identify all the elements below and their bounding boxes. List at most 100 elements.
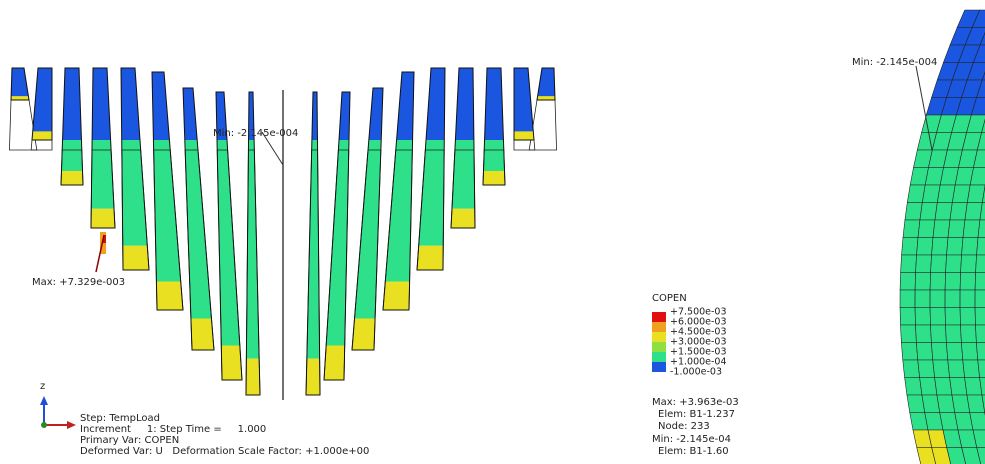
- mesh-view: [9, 9, 985, 464]
- element: [915, 254, 932, 273]
- wedge-outline: [536, 67, 556, 101]
- contour-band: [451, 208, 475, 228]
- right-min-label: Min: -2.145e-004: [852, 57, 937, 68]
- contour-band: [451, 140, 475, 209]
- wedge-outline: [10, 67, 30, 101]
- element: [959, 289, 976, 308]
- element: [970, 97, 985, 116]
- element: [929, 272, 946, 291]
- wedge-outline: [182, 87, 215, 351]
- element: [904, 377, 923, 396]
- element: [976, 237, 985, 256]
- contour-band: [246, 358, 260, 395]
- legend-level: -1.000e-03: [670, 367, 722, 378]
- element: [947, 359, 965, 378]
- element: [969, 412, 985, 431]
- element: [981, 394, 985, 413]
- element: [977, 359, 985, 378]
- element: [945, 324, 962, 343]
- element: [975, 254, 985, 273]
- element: [972, 429, 985, 448]
- contour-band: [121, 140, 148, 246]
- legend-level: +3.000e-03: [670, 337, 727, 348]
- contour-band: [62, 68, 82, 140]
- element: [929, 289, 946, 308]
- element: [899, 289, 916, 308]
- contour-band: [221, 345, 242, 380]
- element: [960, 324, 977, 343]
- element: [914, 289, 931, 308]
- element: [949, 377, 968, 396]
- contour-band: [455, 68, 474, 140]
- element: [946, 237, 964, 256]
- element: [959, 272, 976, 291]
- origin: [41, 422, 47, 428]
- contour-band: [246, 140, 260, 359]
- element: [930, 254, 947, 273]
- contour-band: [537, 68, 555, 100]
- element: [971, 9, 985, 28]
- wedge-outline: [120, 67, 150, 271]
- contour-band: [483, 140, 505, 171]
- element: [981, 118, 985, 133]
- element: [902, 359, 920, 378]
- element: [904, 202, 923, 221]
- element: [930, 324, 947, 343]
- contour-band: [32, 131, 52, 140]
- contour-band: [306, 140, 320, 359]
- legend-swatch: [652, 362, 666, 372]
- element: [914, 272, 931, 291]
- contour-band: [426, 68, 445, 140]
- right-min-leader: [915, 65, 933, 151]
- element: [976, 342, 985, 361]
- element: [981, 184, 985, 203]
- element: [917, 219, 936, 238]
- contour-band: [91, 140, 115, 209]
- legend-title: COPEN: [652, 293, 687, 304]
- element: [915, 324, 932, 343]
- legend-level: +6.000e-03: [670, 317, 727, 328]
- element: [914, 307, 931, 326]
- element: [966, 184, 985, 203]
- element: [962, 219, 981, 238]
- element: [944, 272, 961, 291]
- axis-label: z: [40, 381, 45, 392]
- element: [975, 324, 985, 343]
- element: [934, 377, 953, 396]
- wedge-outline: [60, 67, 84, 186]
- element: [916, 447, 937, 464]
- legend-info: Max: +3.963e-03: [652, 397, 739, 408]
- element: [919, 202, 938, 221]
- legend: COPEN +7.500e-03+6.000e-03+4.500e-03+3.00…: [652, 293, 739, 457]
- element: [916, 342, 934, 361]
- yellow-edge: [9, 99, 38, 151]
- element: [899, 307, 916, 326]
- element: [964, 377, 983, 396]
- wedge-outline: [482, 67, 506, 186]
- element: [899, 272, 916, 291]
- contour-band: [354, 140, 382, 319]
- contour-band: [91, 208, 115, 228]
- contour-band: [324, 345, 345, 380]
- contour-band: [11, 68, 29, 100]
- wedge-outline: [416, 67, 446, 271]
- element: [901, 237, 919, 256]
- max-label: Max: +7.329e-003: [32, 277, 125, 288]
- element: [964, 202, 983, 221]
- contour-band: [417, 245, 444, 270]
- contour-band: [156, 281, 183, 310]
- wedge-outline: [151, 71, 184, 311]
- element: [929, 307, 946, 326]
- contour-band: [61, 170, 83, 185]
- element: [916, 237, 934, 256]
- legend-swatch: [652, 352, 666, 362]
- max-leader: [95, 234, 105, 273]
- element: [931, 237, 949, 256]
- wedge-outline: [305, 91, 321, 396]
- element: [972, 44, 985, 63]
- wedge-outline: [215, 91, 243, 381]
- wedge-outline: [351, 87, 384, 351]
- element: [974, 307, 985, 326]
- status-line: Step: TempLoad: [80, 413, 160, 424]
